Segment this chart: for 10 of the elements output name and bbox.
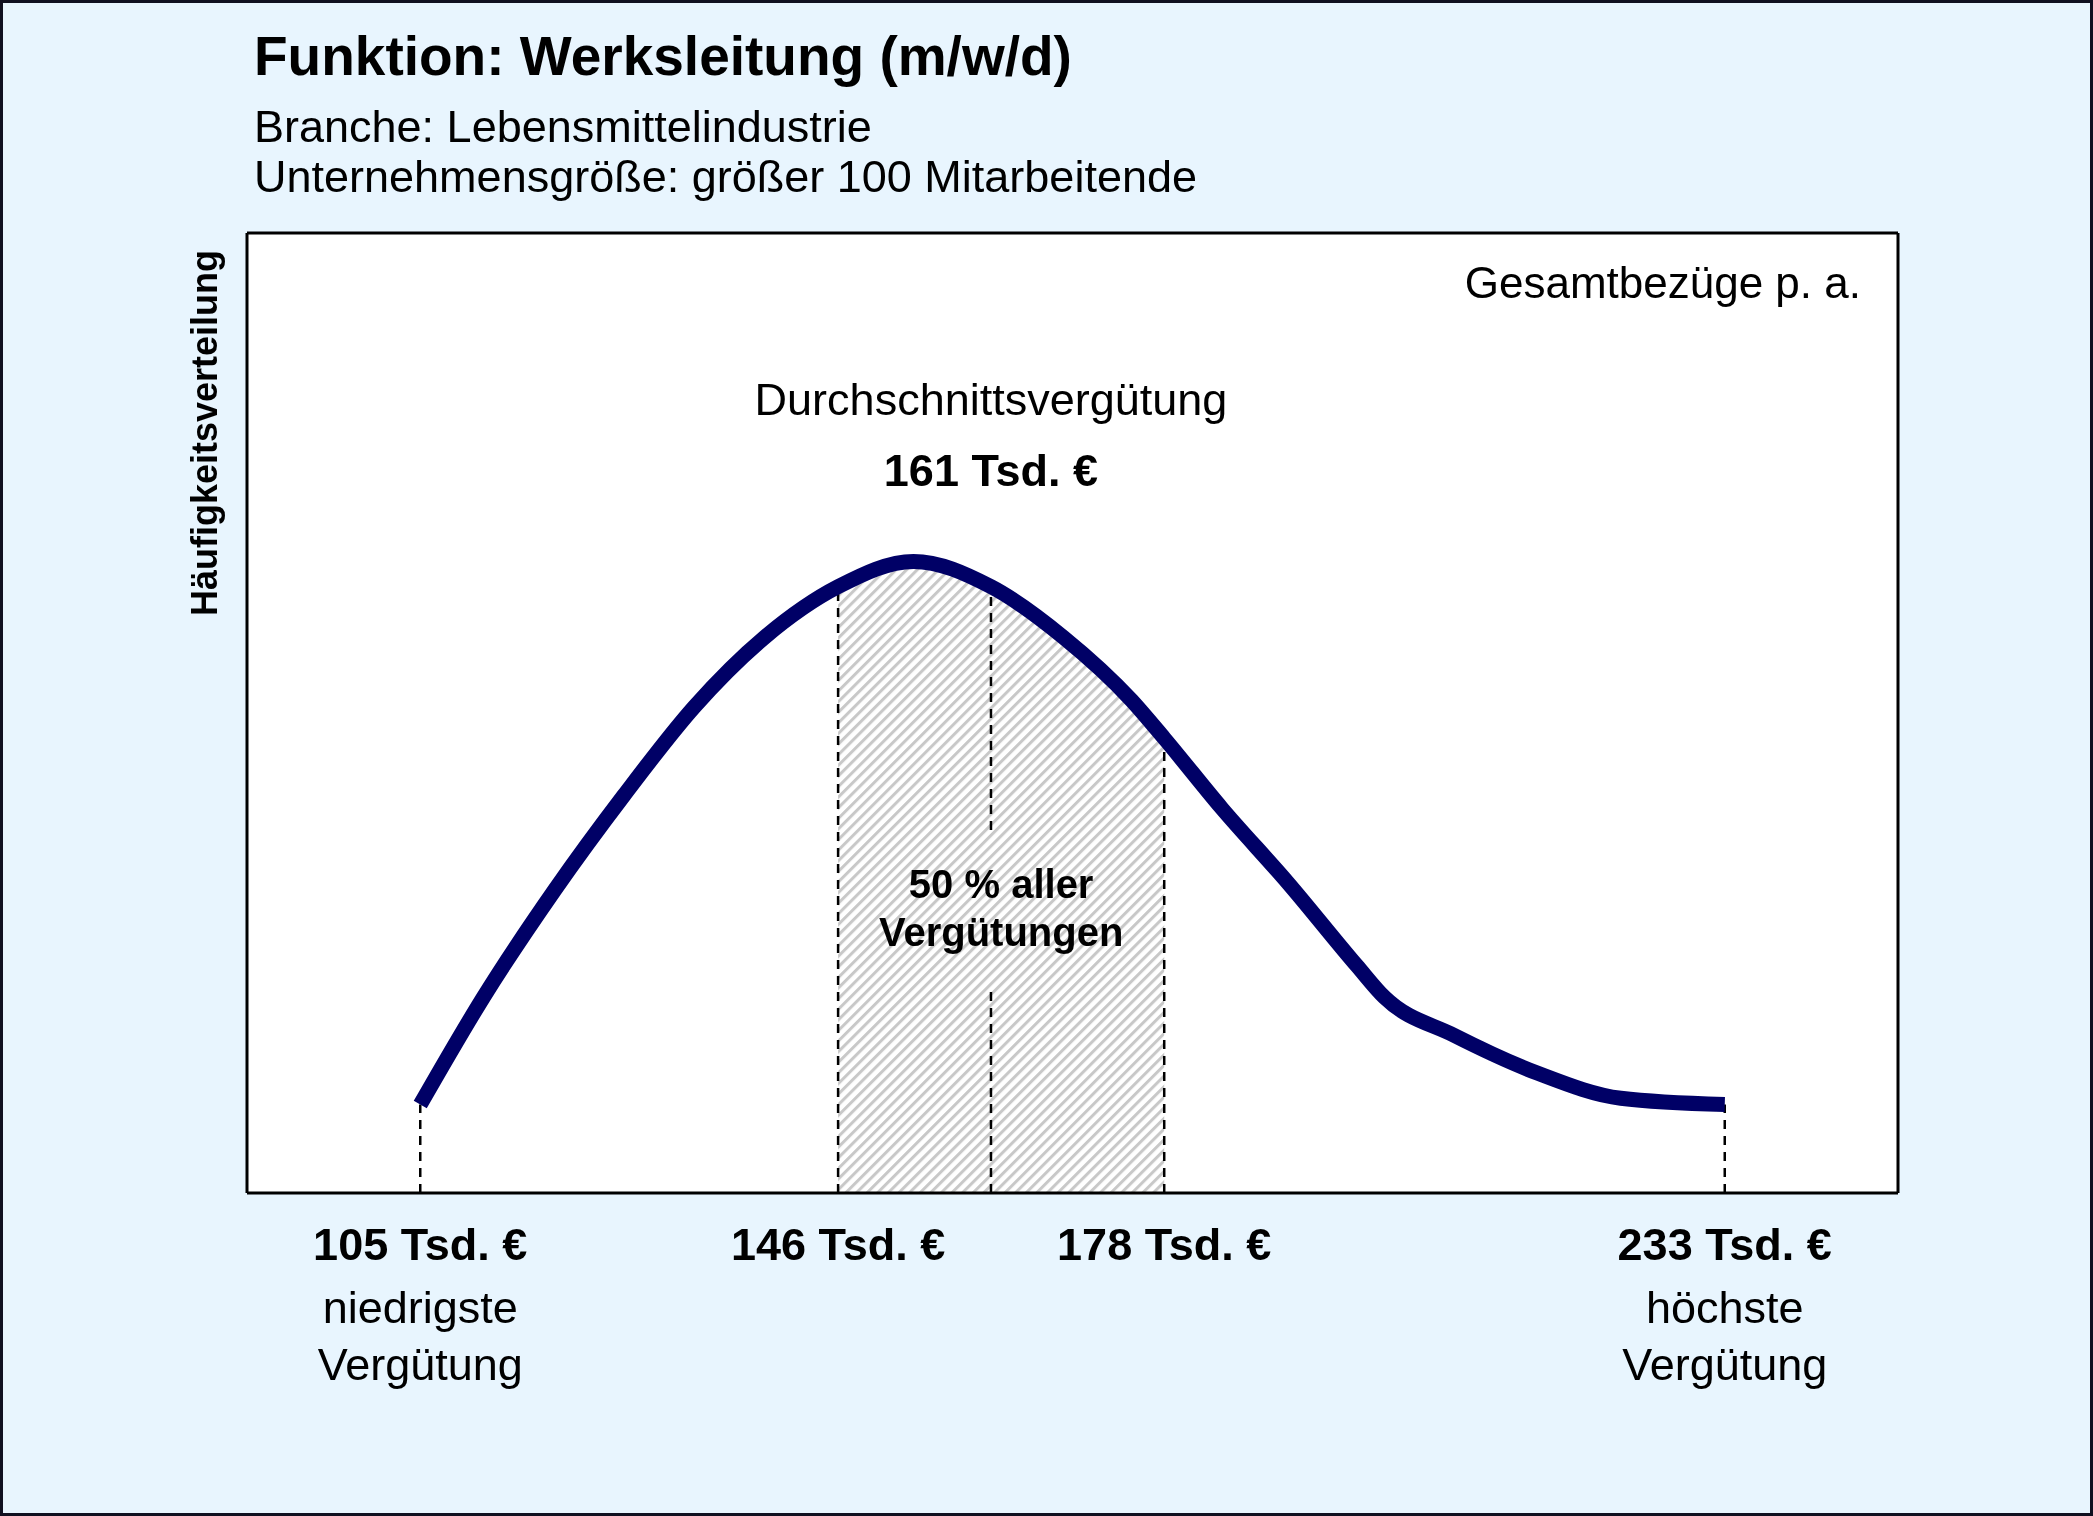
x-tick-label: 233 Tsd. € höchste Vergütung [1617, 1219, 1832, 1390]
chart-subtitle: Branche: Lebensmittelindustrie Unternehmensgröße: größer 100 Mitarbeitende [254, 101, 1198, 202]
ref-line-label: Durchschnittsvergütung 161 Tsd. € [754, 373, 1228, 499]
chart-title: Funktion: Werksleitung (m/w/d) [254, 24, 1072, 88]
y-axis-title: Häufigkeitsverteilung [184, 250, 225, 617]
x-tick-label: 105 Tsd. € niedrigste Vergütung [313, 1219, 528, 1390]
band-label: 50 % aller Vergütungen [877, 860, 1125, 956]
x-tick-label: 146 Tsd. € [730, 1219, 946, 1270]
text: Gesamtbezüge p. a. [1464, 258, 1861, 308]
x-tick-label: 178 Tsd. € [1057, 1219, 1272, 1270]
